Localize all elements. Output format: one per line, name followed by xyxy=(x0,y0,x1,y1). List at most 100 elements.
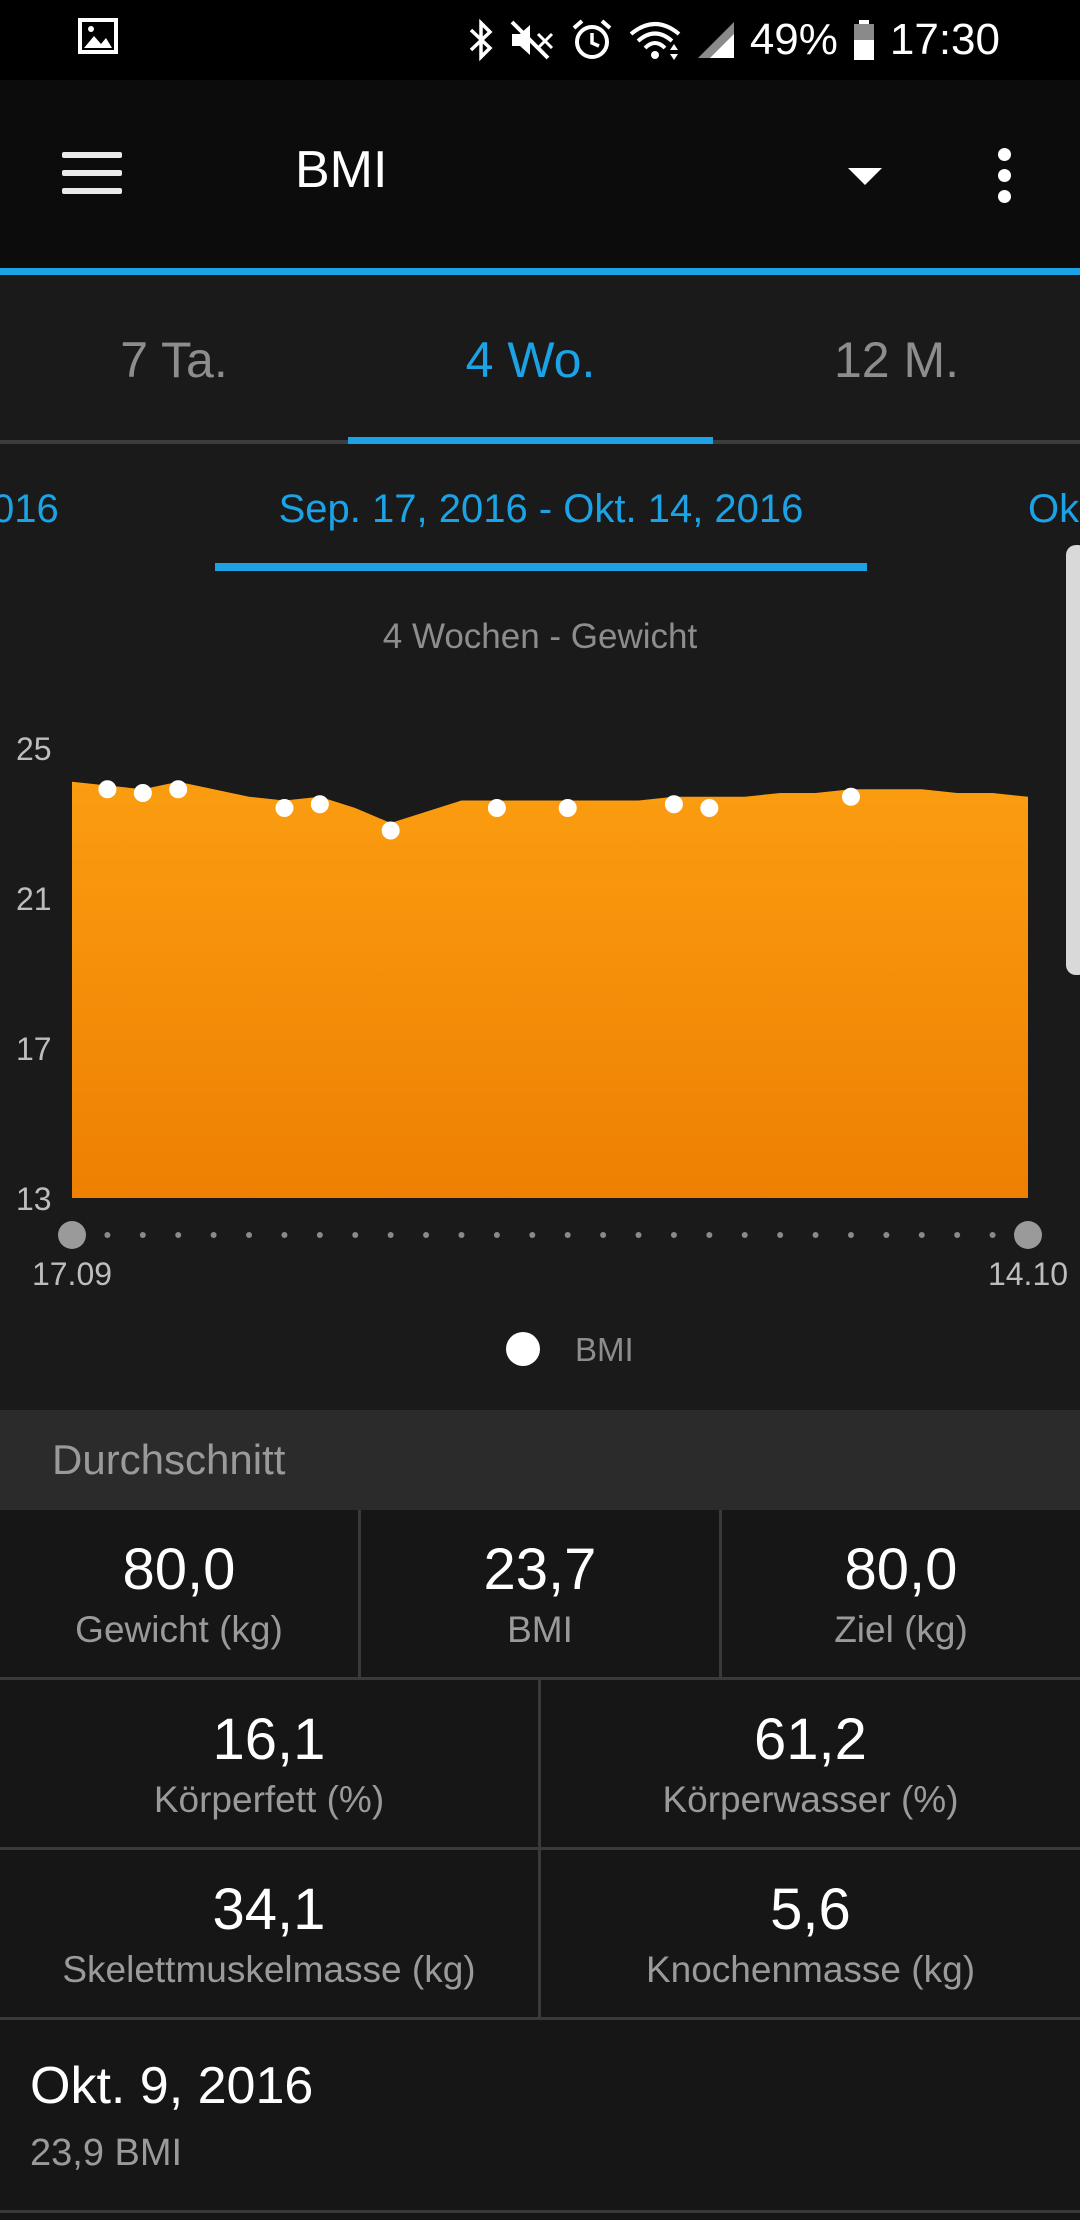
stat-value: 61,2 xyxy=(754,1707,867,1772)
stat-label: Gewicht (kg) xyxy=(75,1609,283,1650)
app-bar xyxy=(0,80,1080,268)
x-axis-day-dot xyxy=(564,1232,571,1238)
stat-bone-mass: 5,6 Knochenmasse (kg) xyxy=(541,1850,1080,2017)
scroll-handle[interactable] xyxy=(1066,545,1080,975)
stat-label: BMI xyxy=(507,1609,573,1650)
battery-icon xyxy=(853,20,874,60)
x-axis-day-dot xyxy=(600,1232,607,1238)
x-axis-end-marker xyxy=(58,1221,86,1249)
x-axis-day-dot xyxy=(423,1232,430,1238)
date-range-selector: 016 Sep. 17, 2016 - Okt. 14, 2016 Ok xyxy=(0,445,1080,605)
stat-value: 16,1 xyxy=(212,1707,326,1772)
x-axis-day-dot xyxy=(246,1232,253,1238)
x-axis-end-marker xyxy=(1014,1221,1042,1249)
x-axis-day-dot xyxy=(883,1232,890,1238)
grid-divider xyxy=(719,1510,722,1677)
bmi-data-point xyxy=(169,780,188,799)
current-range[interactable]: Sep. 17, 2016 - Okt. 14, 2016 xyxy=(278,487,804,531)
grid-divider xyxy=(538,1850,541,2017)
bmi-data-point xyxy=(700,799,719,817)
gallery-icon xyxy=(78,18,118,54)
x-axis-day-dot xyxy=(670,1232,677,1238)
y-tick-label: 21 xyxy=(16,881,52,917)
bmi-data-point xyxy=(133,784,152,802)
x-axis-day-dot xyxy=(210,1232,217,1238)
stat-value: 80,0 xyxy=(122,1537,236,1602)
chart-title: 4 Wochen - Gewicht xyxy=(383,617,698,656)
wifi-icon xyxy=(629,22,681,60)
legend-marker xyxy=(506,1332,540,1366)
grid-divider xyxy=(0,1847,1080,1850)
y-tick-label: 25 xyxy=(16,731,52,767)
status-bar: 49% 17:30 xyxy=(0,0,1080,80)
x-axis-day-dot xyxy=(104,1232,111,1238)
latest-entry[interactable]: Okt. 9, 2016 23,9 BMI xyxy=(0,2020,1080,2220)
x-axis-day-dot xyxy=(954,1232,961,1238)
bmi-data-point xyxy=(558,799,577,817)
stat-value: 80,0 xyxy=(844,1537,958,1602)
y-tick-label: 13 xyxy=(16,1181,52,1217)
latest-value: 23,9 BMI xyxy=(30,2132,183,2174)
stat-label: Körperfett (%) xyxy=(153,1779,385,1820)
bmi-data-point xyxy=(275,799,294,817)
mute-icon xyxy=(510,20,553,60)
bmi-area xyxy=(72,781,1028,1198)
latest-date: Okt. 9, 2016 xyxy=(30,2057,314,2115)
dropdown-arrow-icon[interactable] xyxy=(848,168,882,185)
stat-label: Körperwasser (%) xyxy=(662,1779,959,1820)
previous-range[interactable]: 016 xyxy=(0,487,59,531)
stat-body-water: 61,2 Körperwasser (%) xyxy=(541,1680,1080,1847)
stat-value: 5,6 xyxy=(770,1877,851,1942)
stat-weight: 80,0 Gewicht (kg) xyxy=(0,1510,358,1677)
x-axis-day-dot xyxy=(387,1232,394,1238)
tab-indicator xyxy=(348,437,713,444)
tab-7-days[interactable]: 7 Ta. xyxy=(120,332,228,388)
x-axis-day-dot xyxy=(281,1232,288,1238)
range-indicator xyxy=(215,563,867,571)
grid-divider xyxy=(0,1677,1080,1680)
menu-icon[interactable] xyxy=(58,150,128,200)
alarm-icon xyxy=(572,19,612,59)
period-tabs: 7 Ta. 4 Wo. 12 M. xyxy=(0,275,1080,445)
bmi-data-point xyxy=(841,787,860,806)
grid-divider xyxy=(358,1510,361,1677)
x-axis-day-dot xyxy=(812,1232,819,1238)
x-axis-day-dot xyxy=(706,1232,713,1238)
bmi-data-point xyxy=(98,780,117,799)
chart-panel: 4 Wochen - Gewicht 25 21 17 13 17.09 14.10 B… xyxy=(0,545,1080,1410)
grid-divider xyxy=(0,2017,1080,2020)
stat-label: Skelettmuskelmasse (kg) xyxy=(62,1949,476,1990)
x-axis-day-dot xyxy=(847,1232,854,1238)
entry-divider xyxy=(0,2210,1080,2213)
x-tick-label: 14.10 xyxy=(988,1256,1068,1292)
stat-goal: 80,0 Ziel (kg) xyxy=(722,1510,1080,1677)
x-axis-day-dot xyxy=(989,1232,996,1238)
stat-label: Knochenmasse (kg) xyxy=(645,1949,976,1990)
signal-icon xyxy=(697,22,734,58)
y-tick-label: 17 xyxy=(16,1031,52,1067)
accent-divider xyxy=(0,268,1080,275)
x-axis-day-dot xyxy=(316,1232,323,1238)
stat-body-fat: 16,1 Körperfett (%) xyxy=(0,1680,538,1847)
battery-percent: 49% xyxy=(749,15,838,64)
summary-title: Durchschnitt xyxy=(52,1436,286,1483)
more-vert-icon[interactable] xyxy=(990,146,1020,206)
x-axis-day-dot xyxy=(458,1232,465,1238)
x-axis-day-dot xyxy=(741,1232,748,1238)
x-tick-label: 17.09 xyxy=(32,1256,112,1292)
x-axis-day-dot xyxy=(635,1232,642,1238)
tab-12-months[interactable]: 12 M. xyxy=(833,332,960,388)
x-axis-day-dot xyxy=(918,1232,925,1238)
stat-skeletal-muscle: 34,1 Skelettmuskelmasse (kg) xyxy=(0,1850,538,2017)
x-axis-day-dot xyxy=(175,1232,182,1238)
tab-4-weeks[interactable]: 4 Wo. xyxy=(465,332,596,388)
stat-value: 34,1 xyxy=(212,1877,326,1942)
summary-header: Durchschnitt xyxy=(0,1410,1080,1510)
next-range[interactable]: Ok xyxy=(1028,487,1080,531)
x-axis-day-dot xyxy=(777,1232,784,1238)
stat-label: Ziel (kg) xyxy=(834,1609,968,1650)
stat-value: 23,7 xyxy=(483,1537,597,1602)
stat-bmi: 23,7 BMI xyxy=(361,1510,719,1677)
x-axis-day-dot xyxy=(139,1232,146,1238)
x-axis-day-dot xyxy=(493,1232,500,1238)
